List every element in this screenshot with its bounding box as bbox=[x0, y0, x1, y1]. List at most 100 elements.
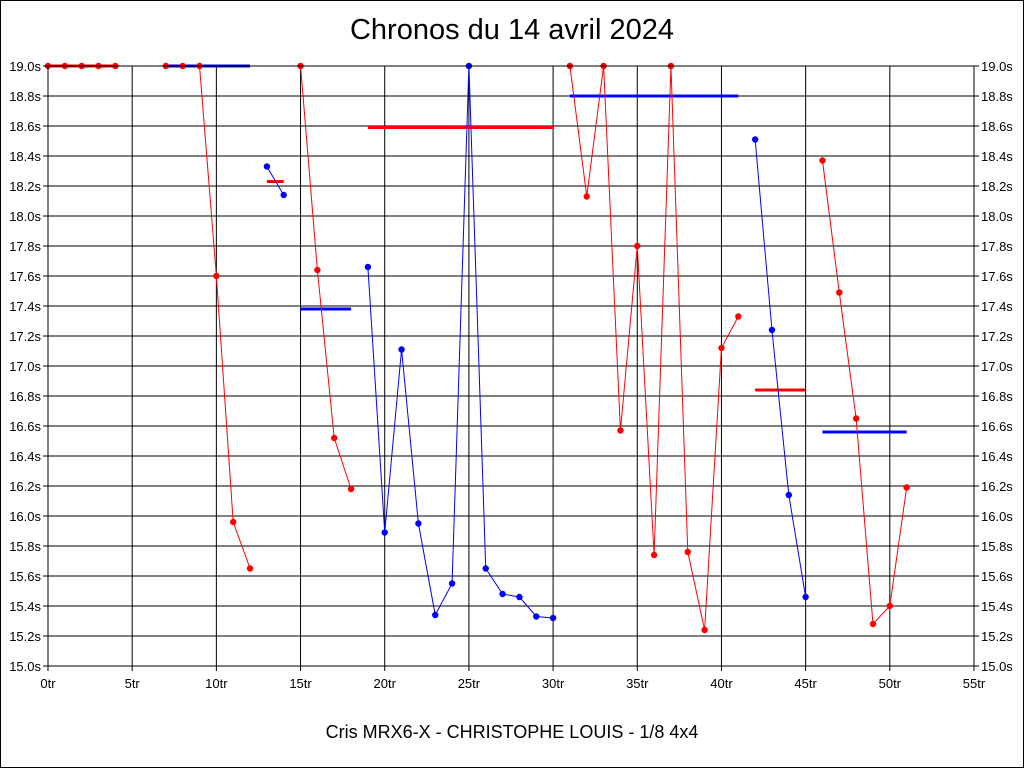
data-point bbox=[263, 163, 271, 170]
y-tick-label-left: 15.8s bbox=[9, 539, 41, 554]
data-point bbox=[852, 415, 860, 422]
series-line bbox=[300, 65, 352, 490]
y-tick-label-left: 17.0s bbox=[9, 359, 41, 374]
y-tick-label-left: 18.4s bbox=[9, 149, 41, 164]
y-tick-label-right: 18.0s bbox=[981, 209, 1013, 224]
y-tick-label-left: 18.0s bbox=[9, 209, 41, 224]
y-tick-label-left: 16.0s bbox=[9, 509, 41, 524]
y-tick-label-right: 18.2s bbox=[981, 179, 1013, 194]
x-tick-label: 10tr bbox=[205, 676, 228, 691]
y-tick-label-left: 15.6s bbox=[9, 569, 41, 584]
data-point bbox=[819, 157, 826, 164]
y-tick-label-left: 19.0s bbox=[9, 59, 41, 74]
y-tick-label-left: 16.4s bbox=[9, 449, 41, 464]
data-point bbox=[516, 593, 523, 601]
plot-area-border bbox=[47, 65, 975, 667]
data-point bbox=[617, 427, 624, 434]
y-tick-label-right: 17.2s bbox=[981, 329, 1013, 344]
y-tick-label-right: 15.2s bbox=[981, 629, 1013, 644]
series-line bbox=[821, 160, 908, 626]
data-point bbox=[381, 529, 388, 536]
x-tick-label: 25tr bbox=[458, 676, 481, 691]
y-tick-label-right: 18.8s bbox=[981, 89, 1013, 104]
x-tick-label: 15tr bbox=[289, 676, 312, 691]
y-tick-label-right: 16.2s bbox=[981, 479, 1013, 494]
x-tick-label: 30tr bbox=[542, 676, 565, 691]
series-line bbox=[266, 166, 285, 196]
data-point bbox=[583, 193, 590, 200]
axes: 0tr 5tr 10tr 15tr 20tr 25tr 30tr 35tr 40tr 45tr 50… bbox=[9, 59, 1013, 691]
y-tick-label-left: 18.6s bbox=[9, 119, 41, 134]
y-tick-label-left: 16.8s bbox=[9, 389, 41, 404]
x-tick-label: 55tr bbox=[963, 676, 986, 691]
series-line bbox=[367, 65, 554, 619]
y-tick-label-left: 16.6s bbox=[9, 419, 41, 434]
series-line bbox=[165, 65, 251, 569]
data-point bbox=[886, 602, 894, 610]
y-tick-label-left: 15.2s bbox=[9, 629, 41, 644]
y-tick-label-right: 16.4s bbox=[981, 449, 1013, 464]
x-tick-label: 35tr bbox=[626, 676, 649, 691]
y-tick-label-right: 17.8s bbox=[981, 239, 1013, 254]
data-point bbox=[398, 346, 405, 353]
y-tick-label-right: 15.6s bbox=[981, 569, 1013, 584]
data-points bbox=[44, 62, 910, 634]
y-tick-label-right: 17.0s bbox=[981, 359, 1013, 374]
data-point bbox=[213, 272, 220, 280]
series-line bbox=[569, 65, 739, 631]
data-point bbox=[347, 485, 355, 493]
y-tick-label-right: 17.4s bbox=[981, 299, 1013, 314]
data-point bbox=[364, 263, 372, 271]
y-tick-label-right: 17.6s bbox=[981, 269, 1013, 284]
data-point bbox=[802, 593, 809, 601]
data-point bbox=[230, 518, 237, 526]
data-point bbox=[718, 344, 725, 352]
data-point bbox=[432, 611, 439, 619]
y-tick-label-left: 18.2s bbox=[9, 179, 41, 194]
average-lines bbox=[48, 64, 907, 434]
data-point bbox=[650, 551, 658, 559]
y-tick-label-right: 18.4s bbox=[981, 149, 1013, 164]
data-point bbox=[246, 565, 254, 572]
data-point bbox=[549, 614, 557, 622]
data-point bbox=[785, 491, 792, 499]
y-tick-label-right: 19.0s bbox=[981, 59, 1013, 74]
data-point bbox=[684, 548, 691, 556]
y-tick-label-right: 15.4s bbox=[981, 599, 1013, 614]
y-tick-label-right: 16.8s bbox=[981, 389, 1013, 404]
y-tick-label-left: 17.2s bbox=[9, 329, 41, 344]
y-tick-label-right: 15.8s bbox=[981, 539, 1013, 554]
x-tick-label: 45tr bbox=[794, 676, 817, 691]
data-point bbox=[482, 565, 489, 572]
y-tick-label-left: 17.6s bbox=[9, 269, 41, 284]
y-tick-label-left: 16.2s bbox=[9, 479, 41, 494]
x-tick-label: 20tr bbox=[374, 676, 397, 691]
data-point bbox=[768, 326, 776, 334]
y-tick-label-left: 15.0s bbox=[9, 659, 41, 674]
data-point bbox=[280, 191, 287, 199]
series-lines bbox=[48, 65, 908, 631]
data-point bbox=[533, 613, 540, 620]
data-point bbox=[314, 266, 321, 274]
data-point bbox=[448, 580, 456, 587]
y-tick-label-right: 18.6s bbox=[981, 119, 1013, 134]
y-tick-label-right: 16.0s bbox=[981, 509, 1013, 524]
data-point bbox=[634, 242, 641, 250]
data-point bbox=[751, 136, 759, 143]
chart-title: Chronos du 14 avril 2024 bbox=[349, 14, 675, 46]
data-point bbox=[735, 313, 742, 320]
y-tick-label-left: 17.8s bbox=[9, 239, 41, 254]
data-point bbox=[903, 484, 910, 491]
data-point bbox=[415, 520, 422, 527]
x-tick-label: 40tr bbox=[710, 676, 733, 691]
data-point bbox=[869, 620, 877, 628]
y-tick-label-left: 18.8s bbox=[9, 89, 41, 104]
grid bbox=[47, 65, 975, 667]
x-tick-label: 50tr bbox=[879, 676, 902, 691]
data-point bbox=[701, 626, 708, 634]
data-point bbox=[836, 289, 843, 296]
y-tick-label-right: 15.0s bbox=[981, 659, 1013, 674]
y-tick-label-left: 15.4s bbox=[9, 599, 41, 614]
y-tick-label-right: 16.6s bbox=[981, 419, 1013, 434]
